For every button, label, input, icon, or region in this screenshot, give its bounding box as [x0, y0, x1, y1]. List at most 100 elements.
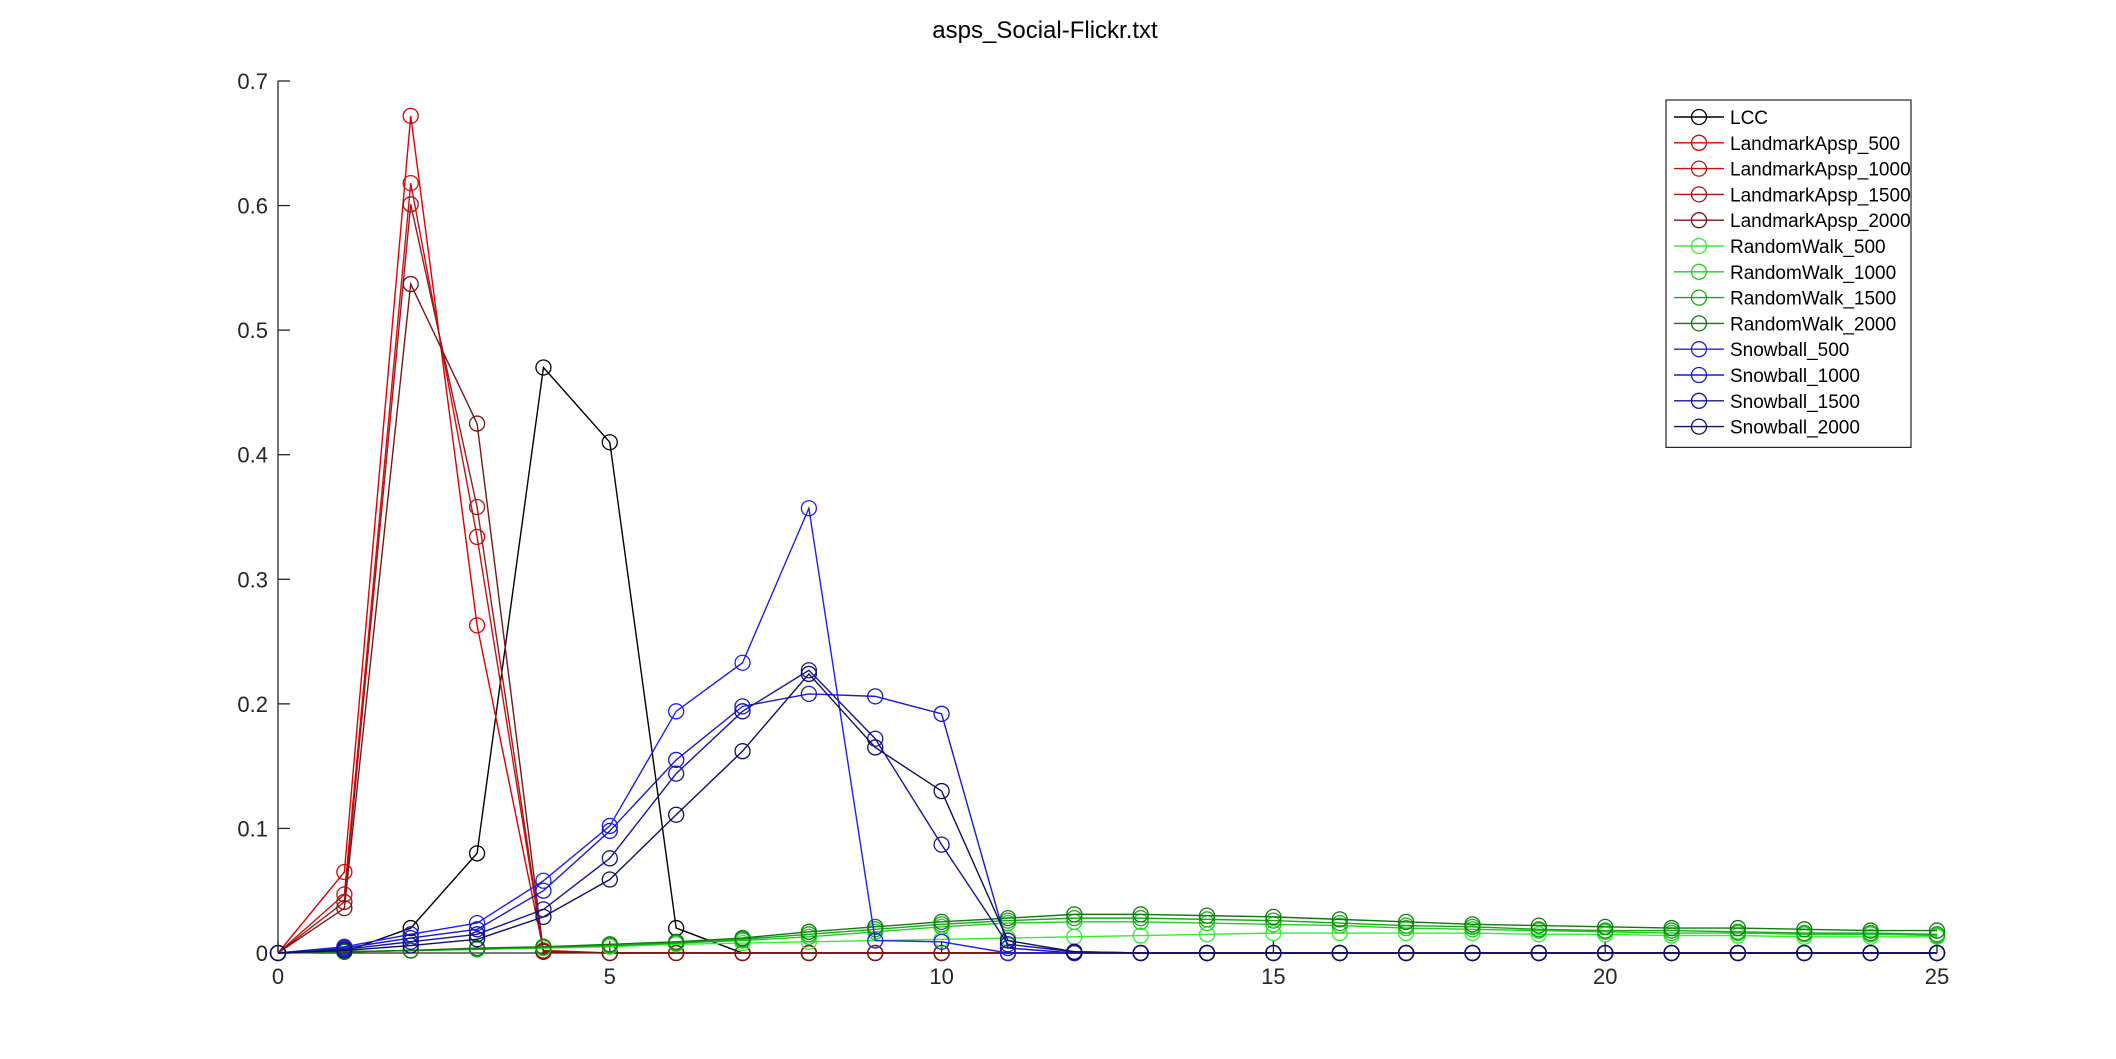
- legend-item: LandmarkApsp_1500: [1674, 185, 1911, 206]
- y-tick-label: 0.4: [237, 443, 268, 468]
- legend-label: LCC: [1730, 108, 1768, 129]
- data-point: [933, 836, 950, 853]
- series-Snowball_2000: [269, 665, 1946, 962]
- data-point: [1796, 944, 1813, 962]
- data-point: [1796, 921, 1813, 938]
- data-point: [535, 359, 552, 376]
- series-line: [277, 921, 1938, 954]
- data-point: [800, 944, 818, 962]
- data-point: [601, 850, 618, 867]
- legend-marker: [1690, 366, 1708, 384]
- data-point: [668, 765, 685, 782]
- data-point: [601, 434, 618, 451]
- data-point: [1663, 919, 1680, 937]
- legend: LCC LandmarkApsp_500 LandmarkApsp_1000 Land…: [1665, 99, 1912, 448]
- legend-label: LandmarkApsp_1000: [1730, 160, 1911, 181]
- x-tick-label: 10: [929, 964, 953, 989]
- x-tick-label: 0: [272, 964, 284, 989]
- legend-item: LandmarkApsp_2000: [1674, 211, 1911, 232]
- data-point: [402, 107, 419, 125]
- data-point: [336, 942, 353, 959]
- legend-item: Snowball_1500: [1674, 392, 1860, 413]
- legend-label: LandmarkApsp_2000: [1730, 211, 1911, 232]
- data-point: [734, 654, 751, 671]
- data-point: [269, 944, 287, 962]
- data-point: [1198, 944, 1216, 962]
- y-tick-label: 0: [256, 941, 268, 966]
- data-point: [1331, 914, 1348, 932]
- series-line: [277, 672, 1937, 954]
- data-point: [402, 942, 419, 959]
- legend-label: Snowball_1000: [1730, 366, 1860, 387]
- data-point: [867, 918, 884, 935]
- data-point: [734, 703, 751, 720]
- data-point: [402, 275, 419, 293]
- data-point: [601, 871, 618, 888]
- legend-marker: [1690, 263, 1708, 280]
- data-point: [999, 936, 1017, 953]
- data-point: [1663, 944, 1680, 962]
- data-point: [601, 822, 618, 840]
- legend-label: RandomWalk_1000: [1730, 263, 1896, 284]
- data-point: [601, 817, 618, 835]
- data-point: [336, 893, 353, 911]
- data-point: [1066, 943, 1083, 960]
- data-point: [867, 688, 884, 705]
- data-point: [336, 863, 353, 881]
- data-point: [468, 498, 486, 516]
- data-point: [535, 872, 552, 889]
- legend-label: RandomWalk_1500: [1730, 289, 1896, 310]
- data-point: [668, 751, 685, 769]
- data-point: [800, 923, 818, 940]
- data-point: [1265, 944, 1282, 962]
- data-point: [535, 908, 552, 926]
- series-RandomWalk_2000: [269, 906, 1946, 962]
- data-point: [535, 943, 552, 960]
- data-point: [1928, 944, 1946, 962]
- data-point: [1397, 917, 1415, 934]
- data-point: [468, 914, 486, 932]
- data-point: [1928, 926, 1946, 943]
- data-point: [1132, 927, 1149, 944]
- data-point: [1464, 916, 1481, 933]
- data-point: [867, 932, 884, 949]
- data-point: [668, 703, 685, 720]
- data-point: [468, 921, 486, 938]
- data-point: [1597, 944, 1614, 962]
- data-point: [1397, 944, 1415, 962]
- x-tick-label: 15: [1261, 964, 1285, 989]
- data-point: [933, 913, 950, 931]
- legend-label: RandomWalk_500: [1730, 237, 1886, 258]
- data-point: [1530, 921, 1547, 938]
- y-tick-label: 0.1: [237, 816, 268, 841]
- data-point: [800, 500, 818, 517]
- data-point: [668, 933, 685, 950]
- data-point: [468, 528, 486, 546]
- legend-item: RandomWalk_2000: [1674, 314, 1896, 335]
- data-point: [1729, 944, 1747, 962]
- legend-label: RandomWalk_2000: [1730, 314, 1896, 335]
- legend-label: Snowball_500: [1730, 340, 1849, 361]
- data-point: [1132, 906, 1149, 923]
- legend-label: Snowball_2000: [1730, 418, 1860, 439]
- legend-marker: [1690, 237, 1708, 255]
- data-point: [1597, 922, 1614, 939]
- data-point: [1530, 917, 1547, 934]
- data-point: [601, 936, 618, 953]
- x-tick-label: 20: [1593, 964, 1617, 989]
- data-point: [1265, 908, 1282, 926]
- data-point: [1331, 944, 1348, 962]
- legend-label: LandmarkApsp_500: [1730, 134, 1900, 155]
- data-point: [734, 929, 751, 947]
- legend-item: RandomWalk_1500: [1674, 289, 1896, 310]
- data-point: [668, 806, 685, 823]
- data-point: [1066, 906, 1083, 923]
- data-point: [1597, 918, 1614, 935]
- data-point: [800, 665, 818, 683]
- data-point: [468, 845, 486, 862]
- series-line: [277, 913, 1937, 954]
- data-point: [1862, 922, 1879, 939]
- data-point: [1464, 924, 1481, 942]
- data-point: [668, 944, 685, 962]
- data-point: [1331, 911, 1348, 928]
